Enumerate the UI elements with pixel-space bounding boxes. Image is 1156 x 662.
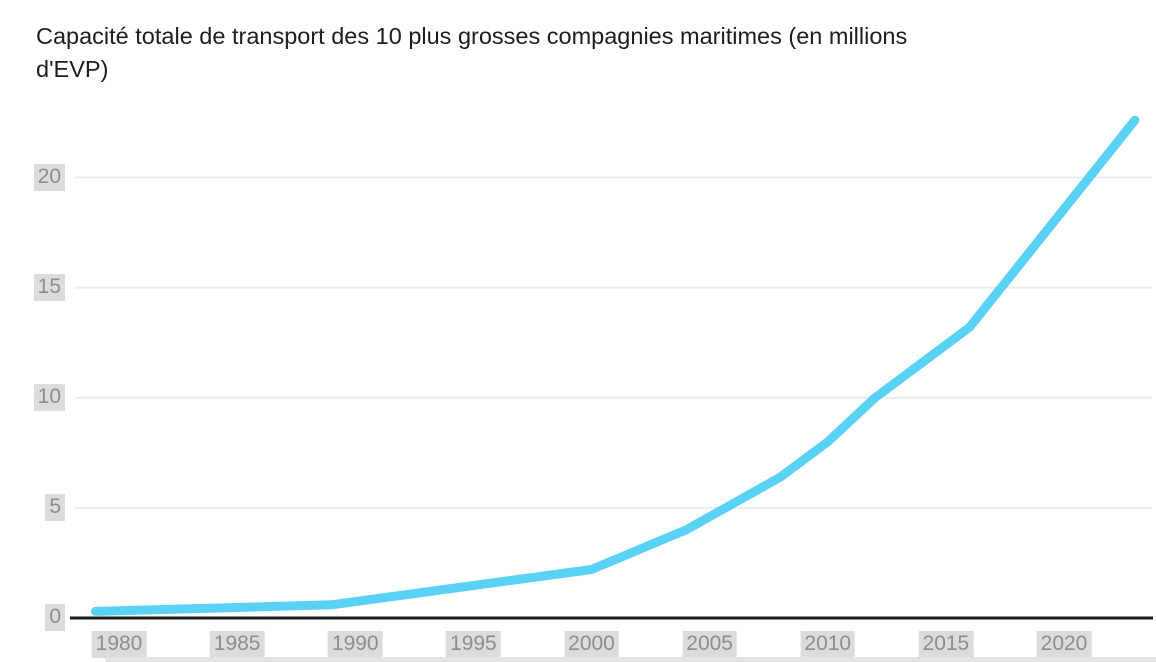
x-tick-label: 1990 — [327, 631, 383, 658]
chart-title: Capacité totale de transport des 10 plus… — [36, 20, 1136, 86]
x-tick-label: 2015 — [918, 631, 974, 658]
y-tick-label: 5 — [45, 493, 65, 521]
x-tick-label: 2020 — [1036, 631, 1092, 658]
y-tick-label: 10 — [33, 383, 65, 411]
y-tick-label: 15 — [33, 273, 65, 301]
x-tick-label: 1985 — [209, 631, 265, 658]
x-tick-label: 1995 — [446, 631, 501, 658]
y-tick-label: 0 — [45, 604, 65, 631]
x-tick-label: 1980 — [91, 631, 147, 658]
chart-title-line2: d'EVP) — [36, 56, 109, 82]
x-tick-label: 2000 — [564, 631, 619, 658]
x-tick-label: 2010 — [800, 631, 856, 658]
y-tick-label: 20 — [33, 163, 65, 191]
x-tick-label: 2005 — [682, 631, 737, 658]
chart-title-line1: Capacité totale de transport des 10 plus… — [36, 23, 908, 49]
bottom-strip — [105, 657, 1156, 662]
capacity-line — [90, 115, 1140, 616]
